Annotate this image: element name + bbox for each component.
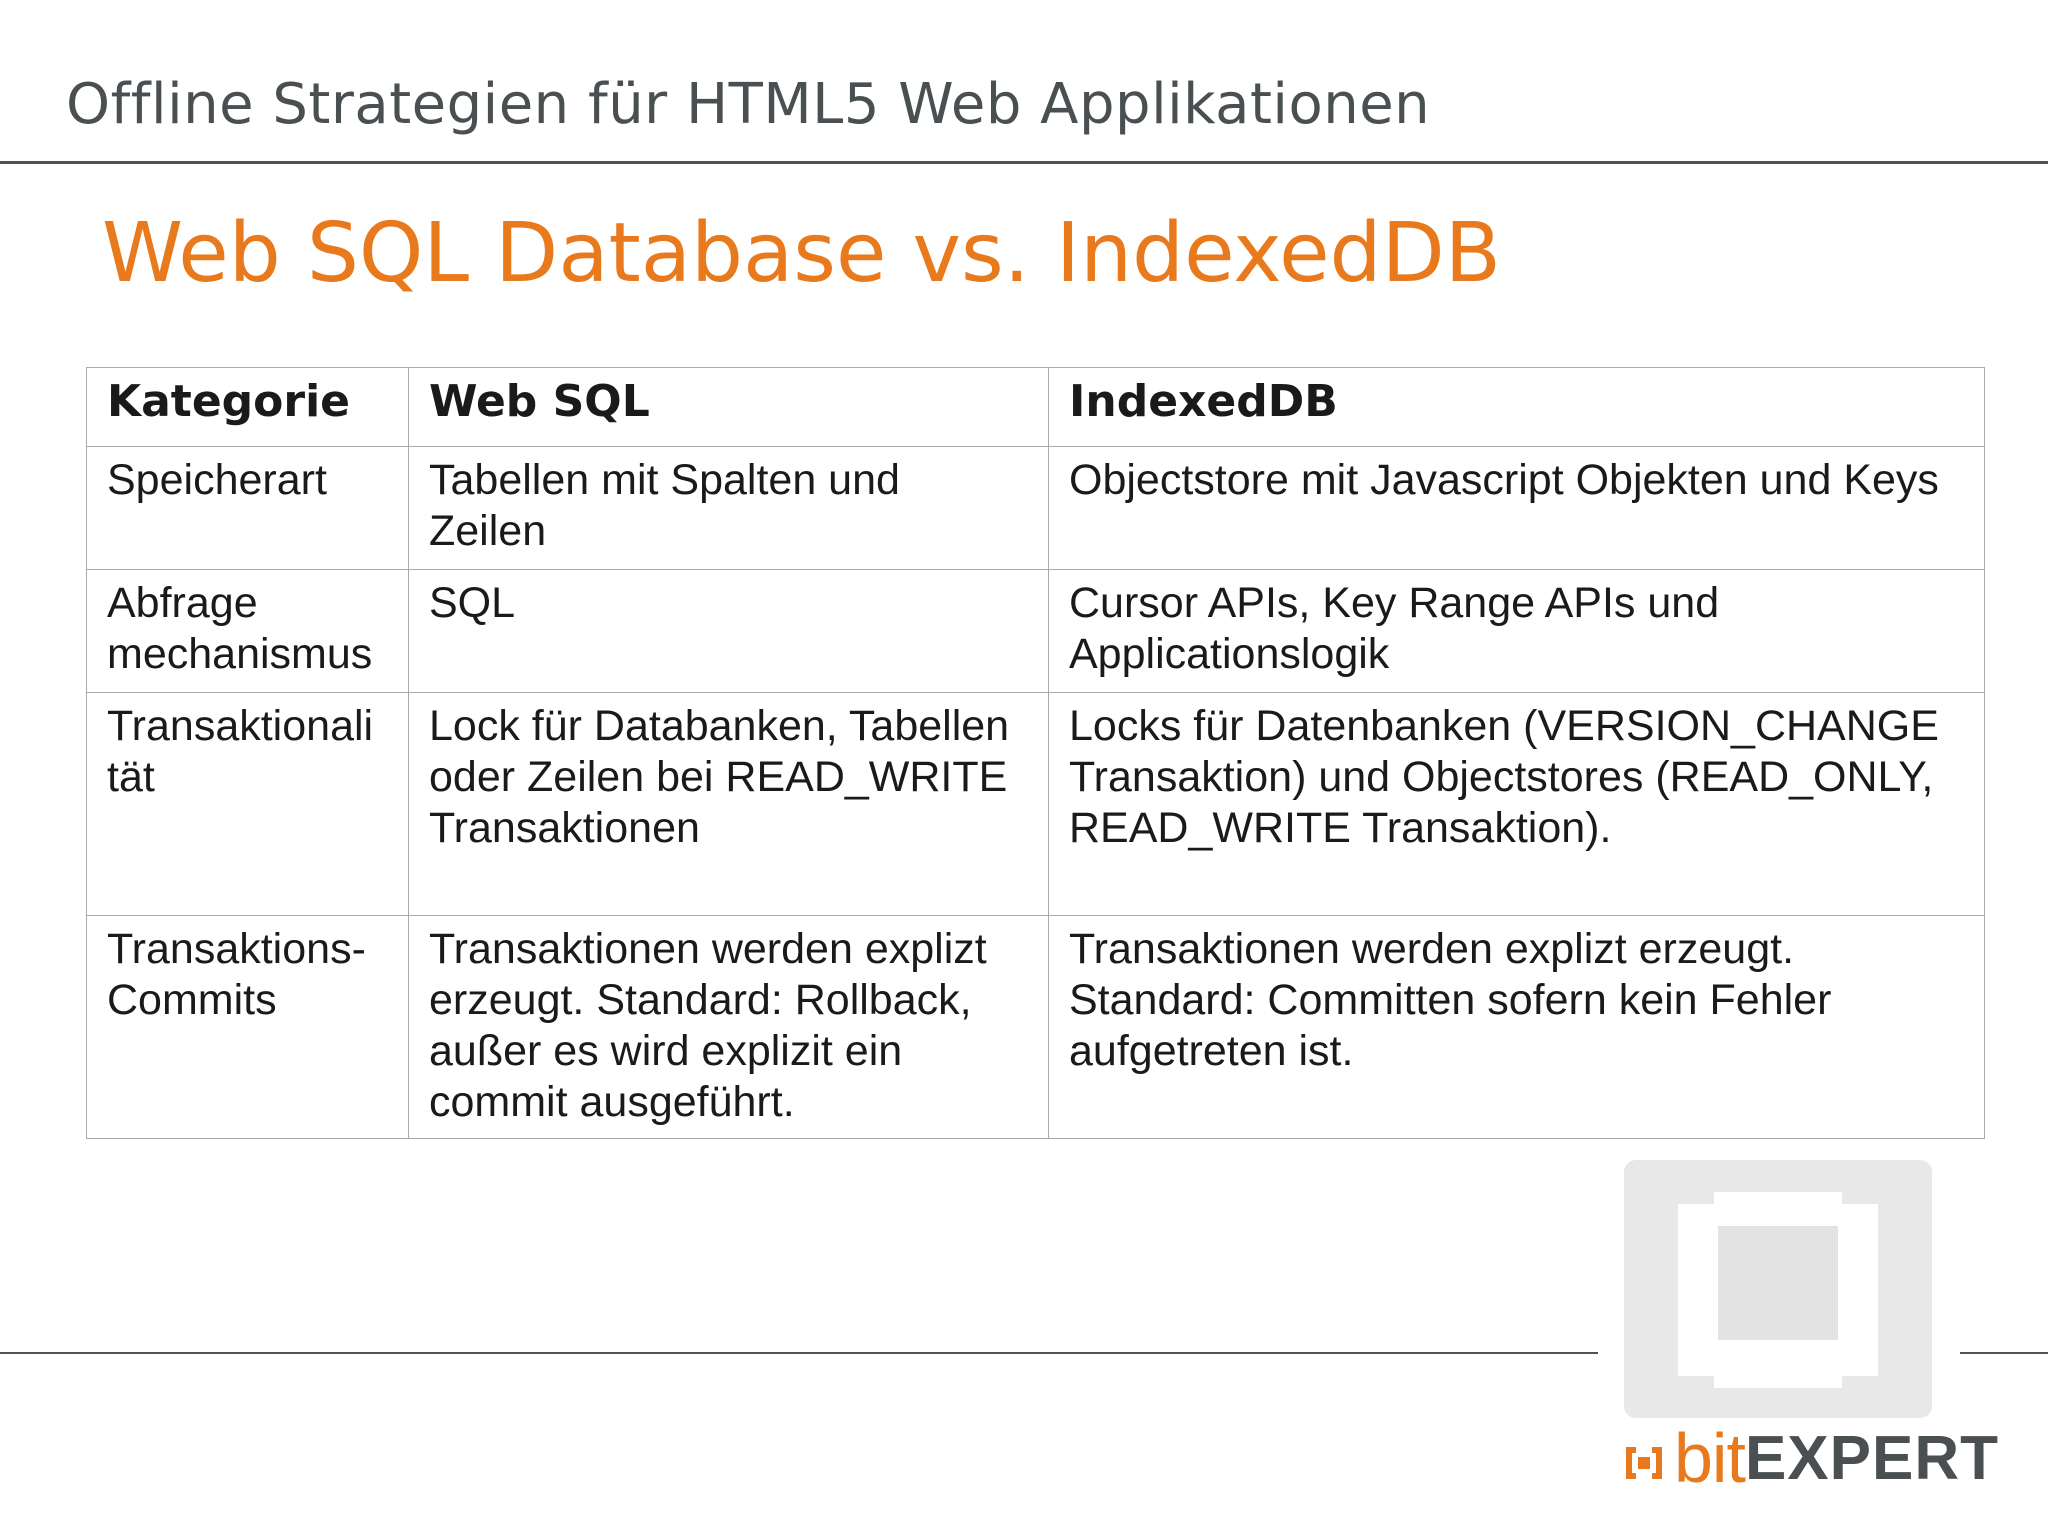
row-indexeddb-cell: Cursor APIs, Key Range APIs und Applicat… — [1048, 569, 1985, 693]
column-header-category: Kategorie — [86, 367, 409, 447]
header-divider — [0, 161, 2048, 164]
table-row: Speicherart Tabellen mit Spalten und Zei… — [86, 446, 1985, 570]
row-websql-cell: Transaktionen werden explizt erzeugt. St… — [408, 915, 1049, 1139]
table-row: Abfrage mechanismus SQL Cursor APIs, Key… — [86, 569, 1985, 693]
table-row: Transaktionali tät Lock für Databanken, … — [86, 692, 1985, 916]
presentation-title: Offline Strategien für HTML5 Web Applika… — [66, 72, 1431, 137]
row-indexeddb-cell: Transaktionen werden explizt erzeugt. St… — [1048, 915, 1985, 1139]
row-category: Abfrage mechanismus — [86, 569, 409, 693]
row-category: Transaktionali tät — [86, 692, 409, 916]
row-category: Transaktions-Commits — [86, 915, 409, 1139]
row-websql-cell: SQL — [408, 569, 1049, 693]
row-indexeddb-cell: Objectstore mit Javascript Objekten und … — [1048, 446, 1985, 570]
row-websql-cell: Lock für Databanken, Tabellen oder Zeile… — [408, 692, 1049, 916]
bracket-square-icon — [1626, 1447, 1662, 1479]
bitexpert-logo: bit EXPERT — [1622, 1418, 1999, 1498]
logo-expert-text: EXPERT — [1744, 1423, 1999, 1493]
footer-divider-right — [1960, 1352, 2048, 1354]
bracket-square-watermark-icon — [1624, 1160, 1932, 1418]
comparison-table: Kategorie Web SQL IndexedDB Speicherart … — [86, 367, 1985, 1139]
logo-bit-text: bit — [1674, 1419, 1746, 1497]
column-header-websql: Web SQL — [408, 367, 1049, 447]
column-header-indexeddb: IndexedDB — [1048, 367, 1985, 447]
slide-title: Web SQL Database vs. IndexedDB — [102, 206, 1502, 301]
footer-divider-left — [0, 1352, 1598, 1354]
table-header-row: Kategorie Web SQL IndexedDB — [86, 367, 1985, 447]
row-websql-cell: Tabellen mit Spalten und Zeilen — [408, 446, 1049, 570]
row-category: Speicherart — [86, 446, 409, 570]
table-row: Transaktions-Commits Transaktionen werde… — [86, 915, 1985, 1139]
row-indexeddb-cell: Locks für Datenbanken (VERSION_CHANGE Tr… — [1048, 692, 1985, 916]
